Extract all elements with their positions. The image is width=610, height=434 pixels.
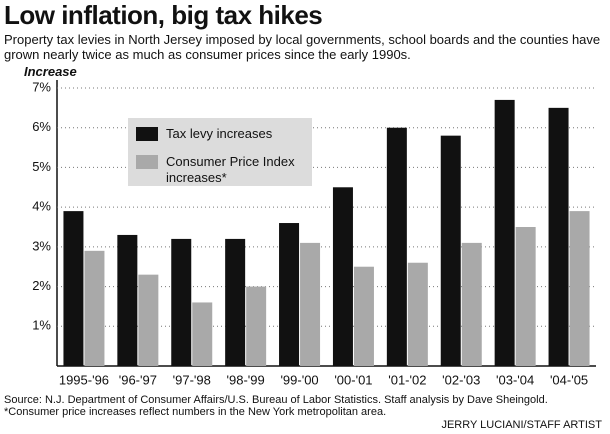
y-axis-label: Increase xyxy=(24,64,77,79)
bar xyxy=(117,234,138,366)
bar xyxy=(225,238,246,366)
x-tick-label: '04-'05 xyxy=(550,372,588,387)
bar xyxy=(515,227,536,366)
bar xyxy=(192,302,213,366)
chart-subtitle: Property tax levies in North Jersey impo… xyxy=(4,32,601,62)
y-tick-label: 5% xyxy=(32,159,51,174)
bar xyxy=(138,274,159,366)
source: Source: N.J. Department of Consumer Affa… xyxy=(4,394,548,406)
bar xyxy=(300,242,321,366)
bar xyxy=(494,99,515,367)
x-tick-label: '00-'01 xyxy=(334,372,372,387)
bar xyxy=(279,223,300,366)
bar xyxy=(548,107,569,366)
x-tick-label: '98-'99 xyxy=(227,372,265,387)
bar xyxy=(353,266,374,366)
y-tick-label: 6% xyxy=(32,119,51,134)
credit: JERRY LUCIANI/STAFF ARTIST xyxy=(441,419,602,431)
bar xyxy=(246,286,267,366)
bar xyxy=(461,242,482,366)
bar xyxy=(407,262,428,366)
bar xyxy=(63,211,84,366)
chart-title: Low inflation, big tax hikes xyxy=(4,0,323,30)
y-tick-label: 2% xyxy=(32,278,51,293)
legend-label: Consumer Price Index increases* xyxy=(166,154,295,185)
y-tick-label: 4% xyxy=(32,199,51,214)
x-tick-label: 1995-'96 xyxy=(59,372,109,387)
bar xyxy=(440,135,461,366)
footnote: *Consumer price increases reflect number… xyxy=(4,406,387,418)
bar xyxy=(386,127,407,366)
bar xyxy=(332,187,353,366)
legend-swatch xyxy=(136,155,158,169)
x-tick-label: '01-'02 xyxy=(388,372,426,387)
x-tick-label: '02-'03 xyxy=(442,372,480,387)
y-tick-label: 3% xyxy=(32,238,51,253)
legend-label: Tax levy increases xyxy=(166,126,273,141)
x-tick-label: '99-'00 xyxy=(280,372,318,387)
y-tick-label: 7% xyxy=(32,79,51,94)
legend-swatch xyxy=(136,127,158,141)
x-tick-label: '03-'04 xyxy=(496,372,534,387)
bar xyxy=(171,238,192,366)
x-tick-label: '96-'97 xyxy=(119,372,157,387)
x-tick-label: '97-'98 xyxy=(173,372,211,387)
y-tick-label: 1% xyxy=(32,318,51,333)
legend: Tax levy increases Consumer Price Index i… xyxy=(128,118,312,186)
bar xyxy=(569,211,590,366)
bar xyxy=(84,250,105,366)
